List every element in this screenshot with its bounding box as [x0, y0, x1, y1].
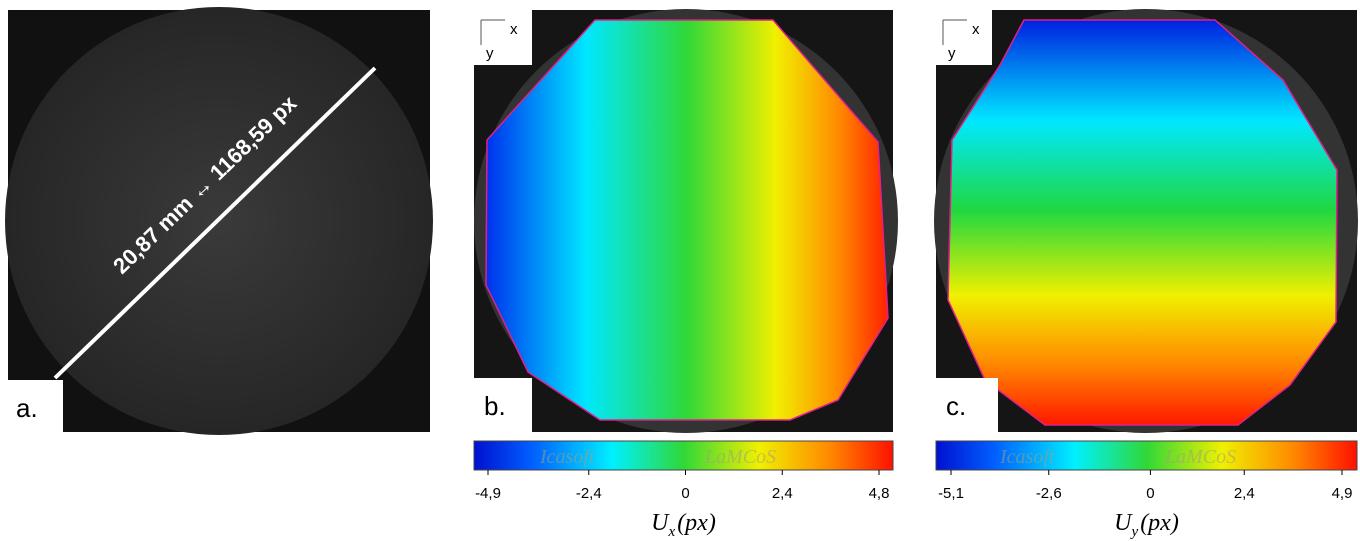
axes-arrows [942, 19, 967, 45]
tick-label: -2,6 [1036, 485, 1062, 502]
tick-label: 2,4 [772, 485, 793, 502]
tick-label: 0 [681, 485, 689, 502]
quantity: U [651, 510, 670, 536]
watermark: LaMCoS [704, 446, 776, 468]
displacement-field [485, 19, 889, 421]
axes-arrows [480, 19, 505, 45]
label-box [474, 378, 532, 432]
watermark: Icasoft [539, 446, 595, 468]
axis-y: y [486, 45, 494, 62]
tick-label: -5,1 [938, 485, 964, 502]
label-box [936, 378, 998, 432]
colorbar [473, 440, 894, 471]
axis-label: Uy(px) [1114, 510, 1179, 540]
axes-box [474, 10, 532, 65]
tick-label: -2,4 [576, 485, 602, 502]
axis-x: x [972, 21, 980, 38]
quantity: U [1114, 510, 1133, 536]
tick-label: -4,9 [475, 485, 501, 502]
unit: (px) [1140, 510, 1179, 536]
tick-label: 4,8 [869, 485, 890, 502]
axis-y: y [948, 45, 956, 62]
tick-label: 2,4 [1234, 485, 1255, 502]
panel-label: a. [16, 393, 38, 423]
diameter-line [53, 66, 377, 380]
panel-label: c. [946, 391, 966, 421]
watermark: LaMCoS [1164, 446, 1236, 468]
subscript: x [668, 524, 676, 540]
watermark: Icasoft [999, 446, 1055, 468]
label-box [8, 380, 63, 432]
displacement-field [947, 19, 1338, 426]
axis-x: x [510, 21, 518, 38]
colorbar [935, 440, 1358, 471]
axes-box [936, 10, 992, 65]
subscript: y [1130, 524, 1139, 540]
axis-label: Ux(px) [651, 510, 716, 540]
tick-label: 0 [1146, 485, 1154, 502]
tick-label: 4,9 [1332, 485, 1353, 502]
unit: (px) [677, 510, 716, 536]
panel-label: b. [484, 391, 506, 421]
